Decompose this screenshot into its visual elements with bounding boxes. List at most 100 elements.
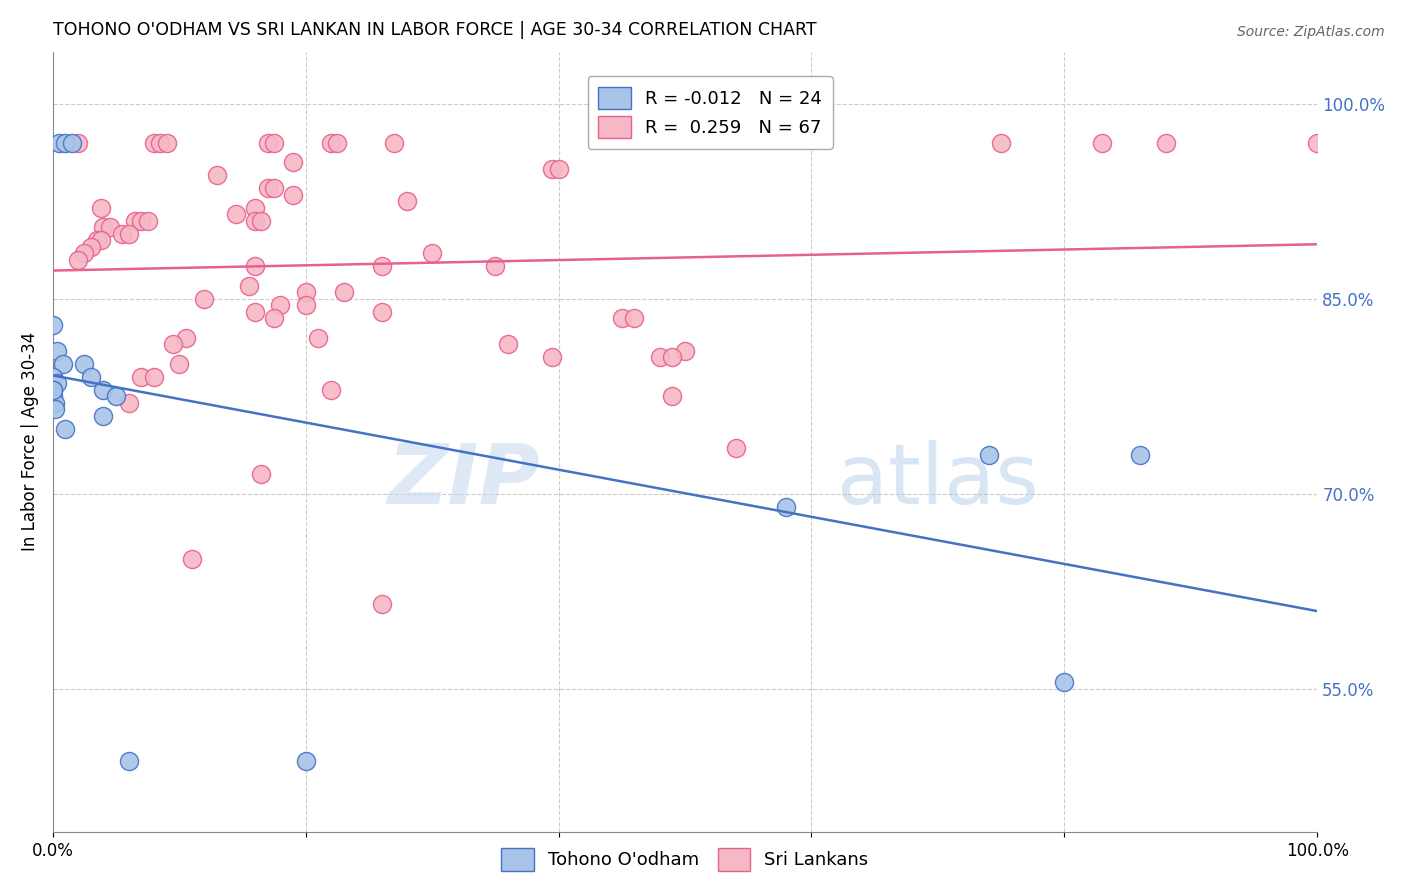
Point [73,246,96,260]
Point [250,467,273,482]
Point [541,161,564,176]
Y-axis label: In Labor Force | Age 30-34: In Labor Force | Age 30-34 [21,332,39,551]
Point [79,240,101,254]
Point [44,402,66,417]
Point [269,298,291,312]
Point [117,227,139,241]
Point [661,350,683,364]
Point [541,350,564,364]
Point [136,213,159,227]
Point [263,136,285,150]
Point [45,376,67,391]
Point [48,136,70,150]
Point [319,136,342,150]
Point [496,337,519,351]
Point [623,311,645,326]
Point [990,136,1012,150]
Point [256,136,278,150]
Point [174,331,197,345]
Point [281,155,304,169]
Point [243,259,266,273]
Point [610,311,633,326]
Point [326,136,349,150]
Point [263,181,285,195]
Point [673,343,696,358]
Point [124,213,146,227]
Point [420,246,443,260]
Point [155,136,177,150]
Point [180,552,202,566]
Point [86,233,108,247]
Text: Source: ZipAtlas.com: Source: ZipAtlas.com [1237,25,1385,39]
Point [73,357,96,371]
Point [142,136,165,150]
Point [90,201,112,215]
Point [53,422,76,436]
Point [547,161,569,176]
Text: ZIP: ZIP [387,441,540,521]
Point [162,337,184,351]
Point [79,369,101,384]
Point [977,448,1000,462]
Point [91,383,114,397]
Text: TOHONO O'ODHAM VS SRI LANKAN IN LABOR FORCE | AGE 30-34 CORRELATION CHART: TOHONO O'ODHAM VS SRI LANKAN IN LABOR FO… [52,21,817,39]
Point [243,304,266,318]
Point [225,207,247,221]
Point [382,136,405,150]
Point [661,389,683,403]
Point [44,396,66,410]
Point [1154,136,1177,150]
Point [193,292,215,306]
Point [294,298,316,312]
Point [256,181,278,195]
Point [60,136,83,150]
Point [238,278,260,293]
Point [66,136,89,150]
Point [111,227,134,241]
Point [250,213,273,227]
Point [243,213,266,227]
Point [370,598,392,612]
Point [41,383,63,397]
Point [307,331,329,345]
Point [332,285,354,300]
Point [395,194,418,208]
Point [370,304,392,318]
Point [41,318,63,332]
Point [41,369,63,384]
Point [319,383,342,397]
Point [129,213,152,227]
Point [263,311,285,326]
Point [724,442,747,456]
Point [52,357,75,371]
Point [142,369,165,384]
Point [91,409,114,423]
Text: atlas: atlas [837,441,1039,521]
Point [370,259,392,273]
Point [98,220,121,235]
Point [484,259,506,273]
Point [91,220,114,235]
Point [167,357,190,371]
Point [1091,136,1114,150]
Point [281,187,304,202]
Point [41,383,63,397]
Point [648,350,671,364]
Point [149,136,172,150]
Point [205,168,228,182]
Point [1053,675,1076,690]
Point [294,754,316,768]
Point [1129,448,1152,462]
Point [1306,136,1329,150]
Point [104,389,127,403]
Point [66,252,89,267]
Point [41,389,63,403]
Point [775,500,797,514]
Point [243,201,266,215]
Point [90,233,112,247]
Point [117,754,139,768]
Point [129,369,152,384]
Legend: Tohono O'odham, Sri Lankans: Tohono O'odham, Sri Lankans [494,841,876,878]
Point [294,285,316,300]
Point [53,136,76,150]
